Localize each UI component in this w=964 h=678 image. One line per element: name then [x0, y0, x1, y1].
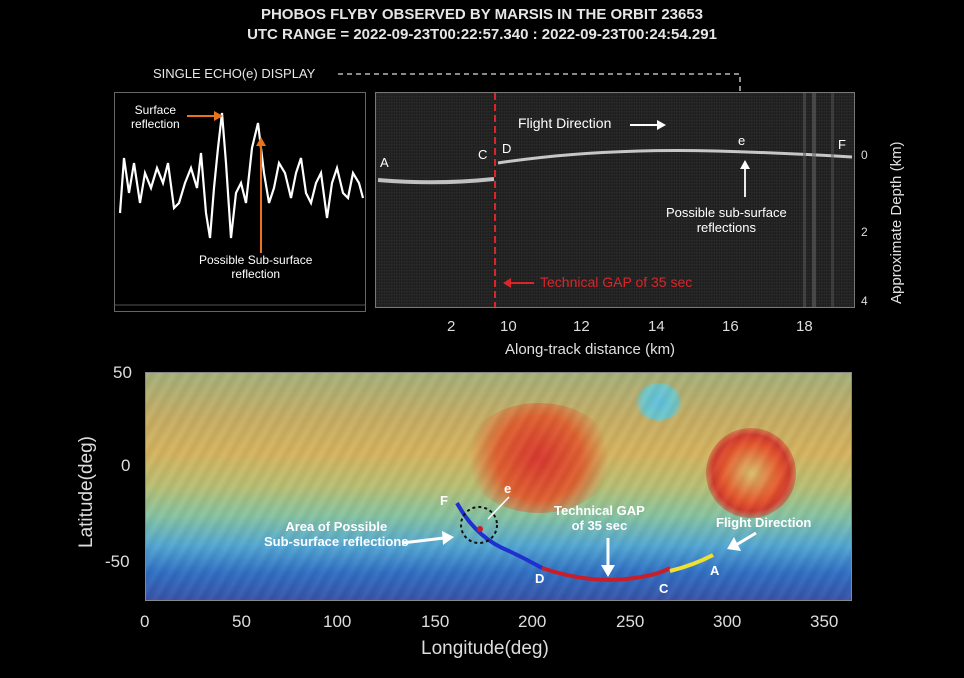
radar-subsurface-arrow — [740, 160, 750, 197]
map-x-tick: 150 — [421, 612, 450, 631]
radar-x-tick: 14 — [648, 318, 665, 335]
figure-title-line2: UTC RANGE = 2022-09-23T00:22:57.340 : 20… — [247, 26, 717, 43]
surface-echo-left — [377, 177, 495, 185]
map-x-tick: 350 — [810, 612, 839, 631]
figure-title-line1: PHOBOS FLYBY OBSERVED BY MARSIS IN THE O… — [260, 6, 704, 23]
map-crater-red — [464, 403, 614, 513]
map-crater-blue — [636, 383, 682, 421]
surface-echo-right — [497, 149, 853, 165]
map-y-tick: 0 — [121, 456, 131, 475]
echo-waveform — [118, 112, 365, 239]
echo-plot: Surface reflection Possible Sub-surface … — [114, 92, 366, 312]
radar-flight-direction: Flight Direction — [518, 115, 612, 131]
map-area-label: Area of Possible Sub-surface reflections — [264, 519, 409, 549]
radar-y-tick: 2 — [861, 225, 868, 239]
radar-x-tick: 2 — [447, 318, 456, 335]
map-y-tick: -50 — [105, 552, 130, 571]
map-x-label: Longitude(deg) — [421, 638, 549, 659]
radar-x-tick: 16 — [722, 318, 739, 335]
map-point-f: F — [440, 493, 448, 508]
map-track — [401, 496, 757, 582]
map-crater-stickney — [706, 428, 796, 518]
map-y-label: Latitude(deg) — [76, 436, 97, 548]
radargram-plot: A C D e F Flight Direction Possible sub-… — [375, 92, 855, 308]
surface-arrow — [187, 111, 223, 121]
radar-point-d: D — [502, 141, 512, 156]
radar-point-a: A — [380, 155, 389, 170]
radar-flight-arrow — [630, 120, 666, 130]
gap-arrow — [503, 278, 534, 288]
radar-x-label: Along-track distance (km) — [505, 341, 676, 358]
echo-caption: SINGLE ECHO(e) DISPLAY — [153, 66, 316, 81]
map-point-a: A — [710, 563, 720, 578]
map-point-e: e — [504, 481, 512, 496]
map-flight-label: Flight Direction — [716, 515, 812, 530]
radar-y-tick: 0 — [861, 148, 868, 162]
map-x-tick: 100 — [323, 612, 352, 631]
radar-point-f: F — [838, 137, 846, 152]
subsurface-reflection-label: Possible Sub-surface reflection — [199, 253, 313, 281]
map-point-d: D — [535, 571, 545, 586]
map-x-tick: 300 — [713, 612, 742, 631]
map-y-tick: 50 — [113, 363, 132, 382]
map-x-tick: 200 — [518, 612, 547, 631]
track-red — [541, 566, 671, 582]
radar-x-tick: 18 — [796, 318, 813, 335]
surface-reflection-label: Surface reflection — [131, 103, 180, 131]
radar-point-e: e — [738, 133, 746, 148]
map-point-c: C — [659, 581, 669, 596]
radar-y-label: Approximate Depth (km) — [888, 141, 905, 304]
track-yellow — [669, 553, 714, 573]
phobos-map: Area of Possible Sub-surface reflections… — [145, 372, 852, 601]
radar-x-tick: 10 — [500, 318, 517, 335]
radar-y-tick: 4 — [861, 294, 868, 308]
radar-x-tick: 12 — [573, 318, 590, 335]
subsurface-arrow — [256, 137, 266, 253]
radar-gap-label: Technical GAP of 35 sec — [540, 274, 693, 290]
map-x-tick: 0 — [140, 612, 150, 631]
map-gap-label: Technical GAP of 35 sec — [554, 503, 645, 533]
radar-point-c: C — [478, 147, 488, 162]
echo-point-circle — [460, 506, 498, 544]
map-x-tick: 50 — [232, 612, 251, 631]
map-x-tick: 250 — [616, 612, 645, 631]
radar-subsurface-label: Possible sub-surface reflections — [666, 205, 787, 235]
track-blue — [455, 502, 543, 570]
